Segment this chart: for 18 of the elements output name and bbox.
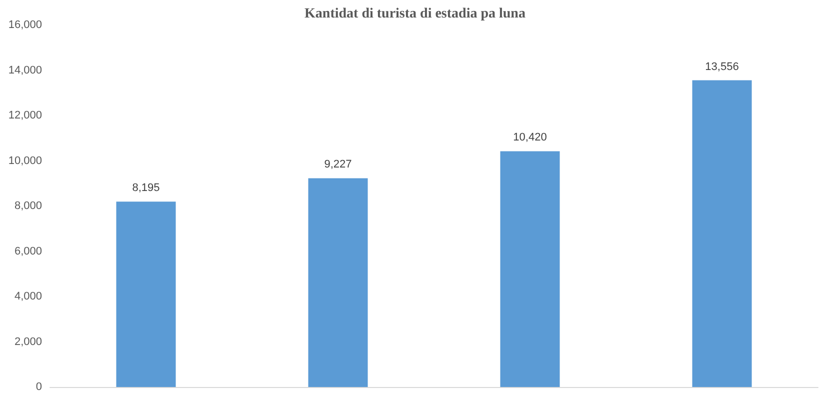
- y-tick-label: 8,000: [14, 200, 42, 212]
- bar: [692, 80, 752, 387]
- y-tick-label: 6,000: [14, 245, 42, 258]
- y-tick-label: 0: [36, 381, 42, 393]
- chart-title: Kantidat di turista di estadia pa luna: [304, 6, 526, 22]
- y-tick-label: 4,000: [14, 290, 42, 302]
- y-tick-label: 12,000: [8, 110, 42, 122]
- bar: [116, 202, 176, 387]
- y-tick-label: 2,000: [14, 336, 42, 348]
- bar: [308, 178, 368, 387]
- data-label: 13,556: [705, 60, 739, 73]
- bar: [500, 151, 560, 387]
- data-label: 10,420: [513, 132, 547, 144]
- y-tick-label: 14,000: [8, 64, 42, 76]
- data-label: 9,227: [324, 158, 352, 171]
- y-tick-label: 10,000: [8, 154, 42, 167]
- data-label: 8,195: [132, 182, 160, 194]
- y-tick-label: 16,000: [8, 19, 42, 31]
